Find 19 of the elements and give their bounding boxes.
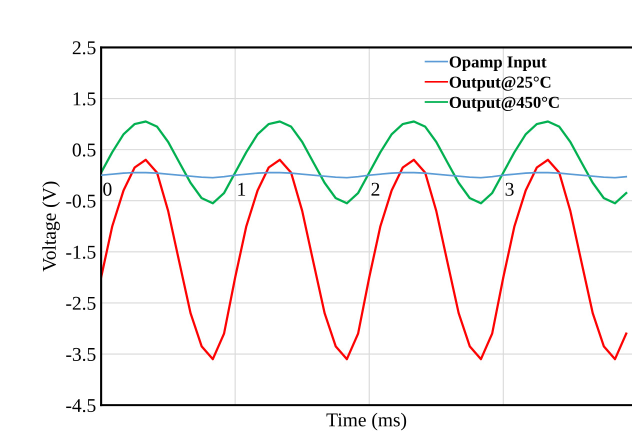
y-tick-label: -1.5 <box>66 246 96 259</box>
x-tick-label: 3 <box>506 182 514 196</box>
y-tick-label: -0.5 <box>66 194 96 208</box>
legend-label: Output@25°C <box>450 76 550 92</box>
legend-label: Opamp Input <box>450 56 547 71</box>
y-tick-label: -2.5 <box>66 296 96 310</box>
x-tick-label: 2 <box>371 182 380 196</box>
x-axis-title: Time (ms) <box>326 412 406 430</box>
line-series <box>101 120 628 204</box>
y-tick-label: 0.5 <box>72 143 96 157</box>
x-tick-label: 0 <box>103 182 112 196</box>
y-axis-title: Voltage (V) <box>42 182 60 272</box>
y-tick-label: 2.5 <box>72 41 96 54</box>
y-tick-label: 1.5 <box>74 92 96 106</box>
legend-label: Output@450°C <box>450 96 559 112</box>
line-series <box>101 158 628 360</box>
y-tick-label: -4.5 <box>66 399 96 412</box>
x-tick-label: 1 <box>238 182 246 196</box>
y-tick-label: -3.5 <box>66 348 96 362</box>
